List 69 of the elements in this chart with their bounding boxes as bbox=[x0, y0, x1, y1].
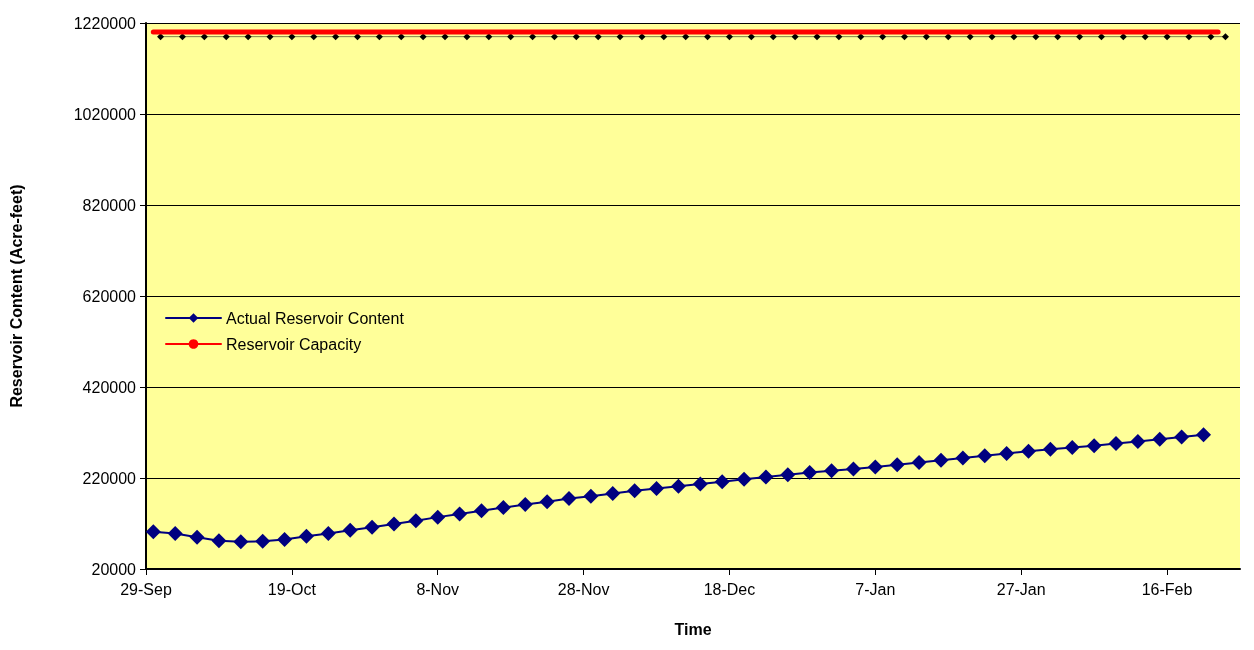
point bbox=[364, 519, 380, 535]
point bbox=[977, 448, 993, 464]
x-tick-label: 7-Jan bbox=[855, 580, 896, 598]
point bbox=[824, 463, 840, 479]
point bbox=[233, 534, 249, 550]
y-tick-label: 1220000 bbox=[73, 14, 137, 32]
y-tick-label: 220000 bbox=[82, 469, 137, 487]
point bbox=[714, 474, 730, 490]
x-tick-label: 27-Jan bbox=[996, 580, 1046, 598]
point bbox=[605, 485, 621, 501]
point bbox=[780, 467, 796, 483]
point bbox=[473, 503, 489, 519]
point bbox=[1221, 33, 1229, 41]
point bbox=[583, 488, 599, 504]
point bbox=[999, 445, 1015, 461]
point bbox=[1108, 435, 1124, 451]
point bbox=[802, 465, 818, 481]
y-tick-label: 820000 bbox=[82, 196, 137, 214]
point bbox=[627, 483, 643, 499]
point bbox=[1174, 429, 1190, 445]
point bbox=[408, 513, 424, 529]
point bbox=[386, 516, 402, 532]
y-tick-label: 420000 bbox=[82, 378, 137, 396]
point bbox=[1064, 440, 1080, 456]
point bbox=[517, 496, 533, 512]
point bbox=[1042, 441, 1058, 457]
point bbox=[911, 455, 927, 471]
y-tick-label: 20000 bbox=[91, 560, 137, 578]
point bbox=[189, 529, 205, 545]
x-tick-label: 16-Feb bbox=[1141, 580, 1193, 598]
point bbox=[955, 450, 971, 466]
point bbox=[539, 494, 555, 510]
point bbox=[670, 478, 686, 494]
point bbox=[320, 526, 336, 542]
point bbox=[758, 469, 774, 485]
point bbox=[495, 500, 511, 516]
point bbox=[736, 471, 752, 487]
y-tick-label: 1020000 bbox=[73, 105, 137, 123]
point bbox=[342, 522, 358, 538]
legend-label: Actual Reservoir Content bbox=[226, 309, 405, 327]
x-tick-label: 29-Sep bbox=[120, 580, 172, 598]
y-axis-title: Reservoir Content (Acre-feet) bbox=[7, 184, 25, 408]
point bbox=[1086, 438, 1102, 454]
x-axis-title: Time bbox=[674, 620, 712, 638]
point bbox=[1130, 434, 1146, 450]
point bbox=[889, 457, 905, 473]
point bbox=[430, 509, 446, 525]
y-tick-label: 620000 bbox=[82, 287, 137, 305]
point bbox=[1196, 427, 1212, 443]
point bbox=[211, 533, 227, 549]
point bbox=[933, 452, 949, 468]
point bbox=[452, 506, 468, 522]
x-tick-label: 8-Nov bbox=[416, 580, 460, 598]
point bbox=[298, 528, 314, 544]
point bbox=[255, 533, 271, 549]
point bbox=[1020, 443, 1036, 459]
point bbox=[277, 531, 293, 547]
point bbox=[845, 461, 861, 477]
point bbox=[1152, 431, 1168, 447]
x-tick-label: 28-Nov bbox=[557, 580, 610, 598]
point bbox=[145, 524, 161, 540]
point bbox=[692, 476, 708, 492]
point bbox=[649, 480, 665, 496]
point bbox=[561, 490, 577, 506]
x-tick-label: 19-Oct bbox=[267, 580, 317, 598]
point bbox=[867, 459, 883, 475]
legend-label: Reservoir Capacity bbox=[226, 335, 362, 353]
x-tick-label: 18-Dec bbox=[703, 580, 756, 598]
point bbox=[167, 526, 183, 542]
